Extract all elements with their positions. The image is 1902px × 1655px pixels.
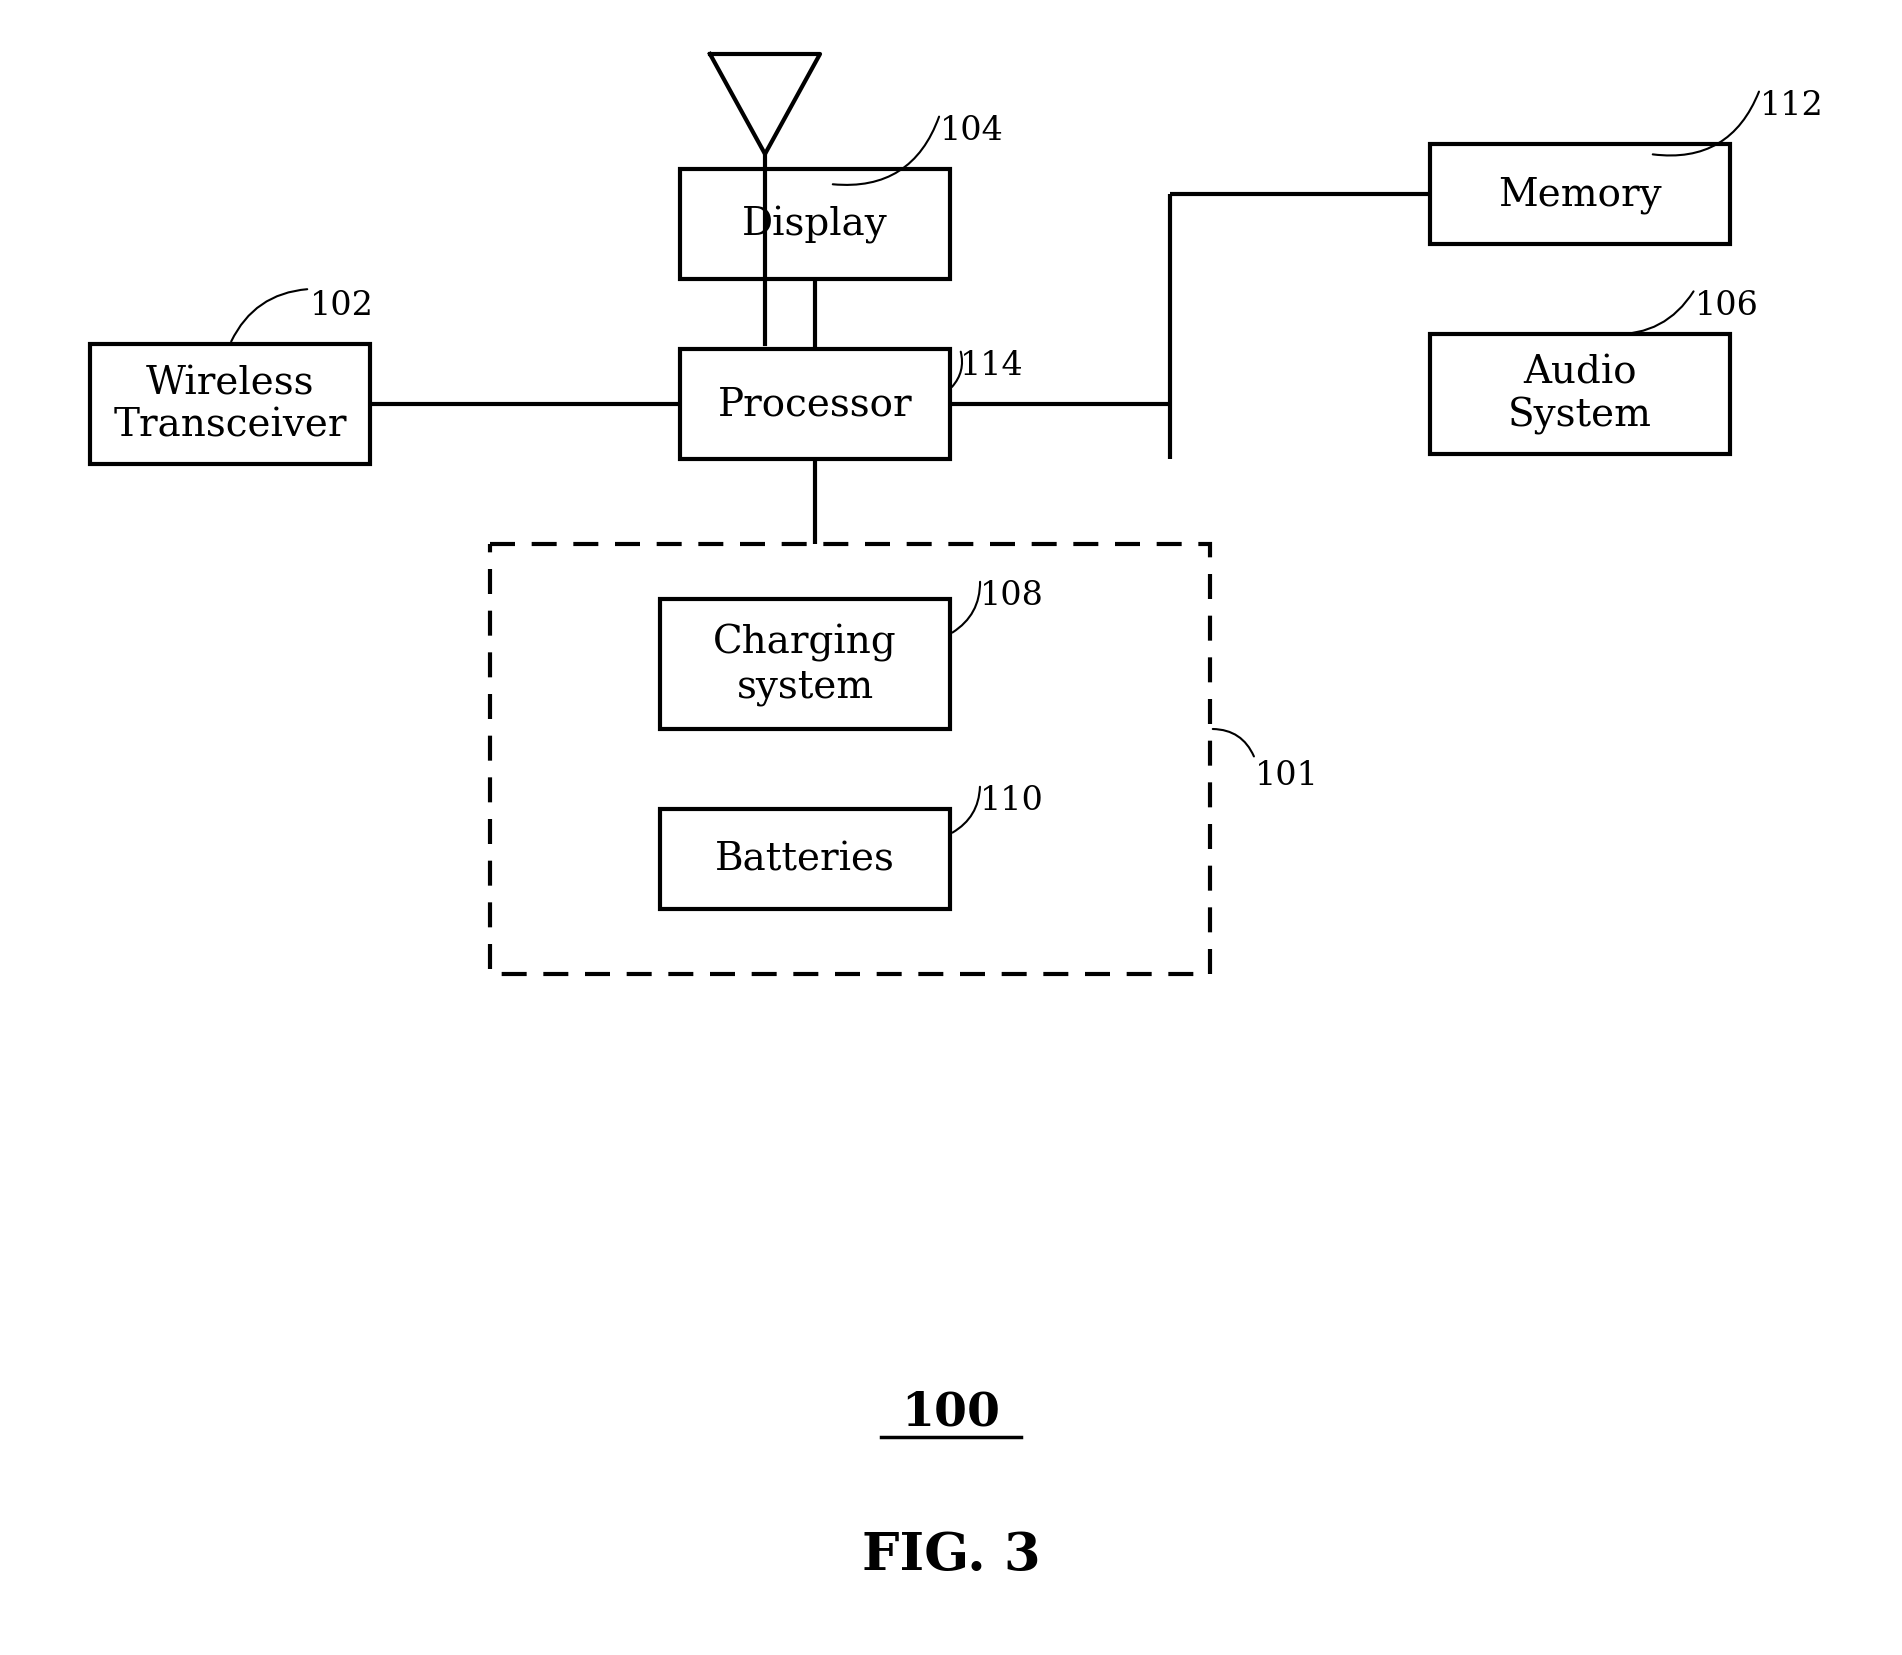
Text: Audio
System: Audio System [1508,354,1653,435]
Bar [1430,334,1731,455]
Text: Processor: Processor [717,386,913,424]
Text: 101: 101 [1255,760,1318,791]
Text: Charging
system: Charging system [713,624,898,705]
Bar [681,170,949,280]
Text: 100: 100 [902,1389,1000,1435]
Text: Batteries: Batteries [715,841,896,877]
Bar [681,349,949,460]
Text: 108: 108 [980,579,1044,612]
Text: FIG. 3: FIG. 3 [862,1529,1040,1581]
Bar [1430,146,1731,245]
Bar [491,544,1210,975]
Text: 114: 114 [961,349,1023,382]
Bar [660,809,949,910]
Text: Display: Display [742,205,888,243]
Text: Memory: Memory [1499,175,1662,213]
Bar [660,599,949,730]
Text: 102: 102 [310,290,375,321]
Text: 112: 112 [1759,89,1824,122]
Text: 104: 104 [940,114,1004,147]
Text: Wireless
Transceiver: Wireless Transceiver [114,364,346,445]
Text: 106: 106 [1695,290,1759,321]
Text: 110: 110 [980,784,1044,816]
Bar [89,344,371,465]
